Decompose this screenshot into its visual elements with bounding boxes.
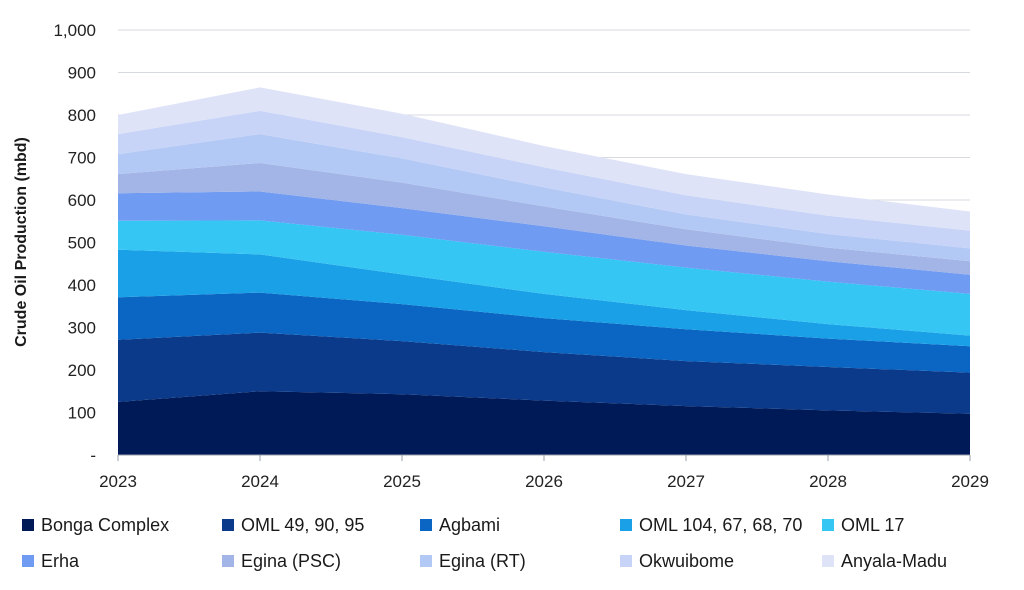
legend-item: Okwuibome [620, 548, 734, 574]
x-tick-label: 2029 [951, 472, 989, 491]
legend-swatch [620, 519, 632, 531]
area-series-4 [118, 220, 970, 336]
y-axis-label: Crude Oil Production (mbd) [13, 137, 30, 347]
x-tick-label: 2023 [99, 472, 137, 491]
x-tick-label: 2027 [667, 472, 705, 491]
y-tick-label: 900 [68, 64, 96, 83]
legend-label: Bonga Complex [41, 514, 170, 535]
x-tick-label: 2025 [383, 472, 421, 491]
stacked-area-chart: - 100 200 300 400 500 600 700 800 900 1,000 2023 202… [13, 21, 989, 491]
y-tick-label: 300 [68, 319, 96, 338]
area-series [118, 87, 970, 455]
legend-item: Bonga Complex [22, 512, 169, 538]
area-series-6 [118, 163, 970, 275]
legend: Bonga Complex OML 49, 90, 95 Agbami OML 104… [22, 512, 1012, 584]
legend-swatch [822, 555, 834, 567]
legend-label: Egina (PSC) [241, 550, 342, 571]
legend-swatch [420, 555, 432, 567]
legend-swatch [22, 519, 34, 531]
legend-swatch [822, 519, 834, 531]
legend-swatch [420, 519, 432, 531]
legend-label: Agbami [439, 514, 501, 535]
axes: - 100 200 300 400 500 600 700 800 900 1,000 2023 202… [53, 21, 988, 491]
legend-item: OML 17 [822, 512, 904, 538]
area-series-9 [118, 87, 970, 231]
legend-label: Egina (RT) [439, 550, 526, 571]
legend-swatch [620, 555, 632, 567]
legend-item: Egina (RT) [420, 548, 526, 574]
legend-label: OML 17 [841, 514, 905, 535]
area-series-1 [118, 332, 970, 414]
area-series-2 [118, 292, 970, 373]
legend-item: OML 49, 90, 95 [222, 512, 364, 538]
legend-item: OML 104, 67, 68, 70 [620, 512, 802, 538]
y-tick-label: 600 [68, 191, 96, 210]
y-tick-label: - [90, 446, 96, 465]
x-tick-label: 2028 [809, 472, 847, 491]
legend-label: Okwuibome [639, 550, 735, 571]
x-tick-label: 2024 [241, 472, 279, 491]
area-series-5 [118, 191, 970, 294]
y-tick-label: 1,000 [53, 21, 96, 40]
legend-label: Erha [41, 550, 80, 571]
legend-swatch [222, 519, 234, 531]
legend-item: Egina (PSC) [222, 548, 341, 574]
legend-swatch [222, 555, 234, 567]
legend-label: OML 104, 67, 68, 70 [639, 514, 803, 535]
area-series-7 [118, 134, 970, 262]
y-tick-label: 700 [68, 149, 96, 168]
area-series-8 [118, 110, 970, 249]
legend-label: OML 49, 90, 95 [241, 514, 365, 535]
y-tick-label: 400 [68, 276, 96, 295]
legend-swatch [22, 555, 34, 567]
y-tick-label: 800 [68, 106, 96, 125]
legend-item: Anyala-Madu [822, 548, 947, 574]
y-tick-label: 200 [68, 361, 96, 380]
y-tick-label: 500 [68, 234, 96, 253]
legend-label: Anyala-Madu [841, 550, 948, 571]
legend-item: Erha [22, 548, 79, 574]
x-tick-label: 2026 [525, 472, 563, 491]
y-tick-label: 100 [68, 404, 96, 423]
legend-item: Agbami [420, 512, 500, 538]
area-series-0 [118, 391, 970, 455]
area-series-3 [118, 249, 970, 347]
